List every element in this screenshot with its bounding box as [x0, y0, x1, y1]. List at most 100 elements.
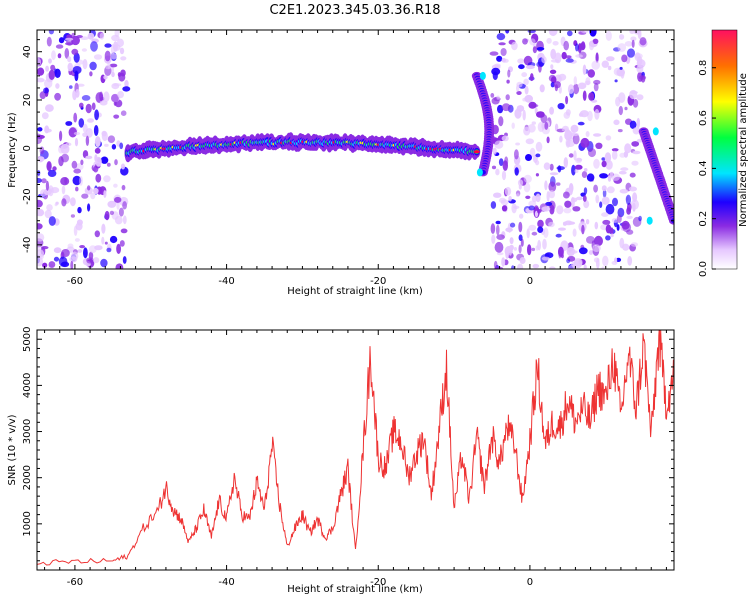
noise-blob [610, 233, 614, 238]
noise-blob [496, 55, 503, 62]
noise-blob [519, 213, 524, 219]
noise-blob [601, 212, 609, 217]
noise-blob [563, 111, 571, 119]
x-tick-label: -20 [370, 577, 386, 588]
noise-blob [73, 112, 78, 123]
noise-blob [558, 85, 562, 94]
noise-blob [541, 256, 550, 261]
noise-blob [576, 196, 583, 201]
noise-blob [42, 262, 48, 268]
noise-blob [537, 239, 541, 251]
noise-blob [612, 197, 618, 207]
curl-knot [646, 216, 653, 225]
noise-blob [85, 135, 90, 146]
noise-blob [89, 71, 93, 77]
noise-blob [628, 186, 638, 192]
noise-blob [514, 108, 522, 119]
noise-blob [550, 82, 555, 88]
noise-blob [593, 133, 602, 137]
noise-blob [627, 48, 635, 58]
noise-blob [39, 146, 45, 155]
noise-blob [107, 135, 116, 143]
noise-blob [518, 64, 525, 70]
noise-blob [546, 136, 550, 144]
noise-blob [511, 122, 515, 129]
noise-blob [113, 114, 120, 119]
noise-blob [37, 67, 45, 76]
noise-blob [570, 132, 579, 137]
noise-blob [121, 184, 126, 191]
noise-blob [99, 32, 105, 40]
noise-blob [548, 181, 557, 192]
noise-blob [501, 103, 511, 112]
noise-blob [584, 80, 591, 86]
noise-blob [594, 221, 599, 230]
noise-blob [64, 48, 70, 59]
noise-blob [615, 257, 622, 262]
noise-blob [107, 200, 117, 208]
noise-blob [564, 200, 572, 208]
x-tick-label: -60 [67, 577, 83, 588]
noise-blob [104, 143, 109, 147]
noise-blob [55, 83, 60, 89]
noise-blob [65, 37, 74, 41]
noise-blob [58, 156, 64, 167]
noise-blob [505, 249, 509, 259]
noise-blob [119, 240, 125, 247]
noise-blob [622, 243, 630, 251]
noise-blob [636, 117, 641, 129]
noise-blob [588, 250, 594, 255]
noise-blob [559, 135, 563, 143]
noise-blob [631, 141, 640, 147]
noise-blob [493, 260, 498, 269]
y-tick-label: 3000 [22, 419, 33, 444]
noise-blob [593, 79, 601, 85]
noise-blob [69, 85, 73, 89]
y-tick-label: 1000 [22, 511, 33, 536]
noise-blob [494, 140, 504, 149]
noise-blob [561, 128, 570, 132]
noise-blob [632, 202, 636, 212]
noise-blob [593, 184, 598, 193]
noise-blob [566, 246, 575, 257]
colorbar-gradient [711, 29, 738, 270]
noise-blob [101, 223, 106, 234]
noise-blob [567, 84, 575, 94]
noise-blob [87, 118, 94, 123]
noise-blob [556, 205, 564, 215]
noise-blob [514, 149, 519, 160]
noise-blob [78, 118, 85, 128]
noise-blob [632, 98, 639, 108]
y-tick-label: -40 [22, 237, 33, 253]
noise-blob [572, 228, 577, 237]
noise-blob [548, 190, 555, 199]
noise-blob [491, 165, 497, 170]
noise-blob [517, 179, 524, 187]
noise-blob [71, 32, 76, 38]
noise-blob [517, 263, 524, 269]
noise-blob [535, 160, 540, 166]
x-tick-label: -40 [218, 577, 234, 588]
noise-blob [575, 54, 583, 58]
noise-blob [507, 69, 511, 78]
noise-blob [517, 58, 525, 64]
noise-blob [611, 150, 618, 160]
noise-blob [111, 144, 117, 150]
noise-blob [93, 54, 103, 60]
noise-blob [87, 185, 91, 191]
y-tick-label: 40 [22, 45, 33, 58]
noise-blob [580, 30, 589, 34]
noise-blob [110, 53, 117, 60]
noise-blob [109, 235, 118, 244]
noise-blob [627, 255, 633, 266]
noise-blob [90, 192, 96, 200]
noise-blob [573, 150, 577, 161]
colorbar-label: Normalized spectral amplitude [738, 73, 749, 227]
noise-blob [37, 199, 43, 208]
noise-blob [605, 224, 612, 234]
y-tick-label: 2000 [22, 465, 33, 490]
noise-blob [122, 256, 127, 264]
noise-blob [120, 110, 127, 116]
noise-blob [490, 136, 497, 143]
noise-blob [72, 66, 82, 74]
